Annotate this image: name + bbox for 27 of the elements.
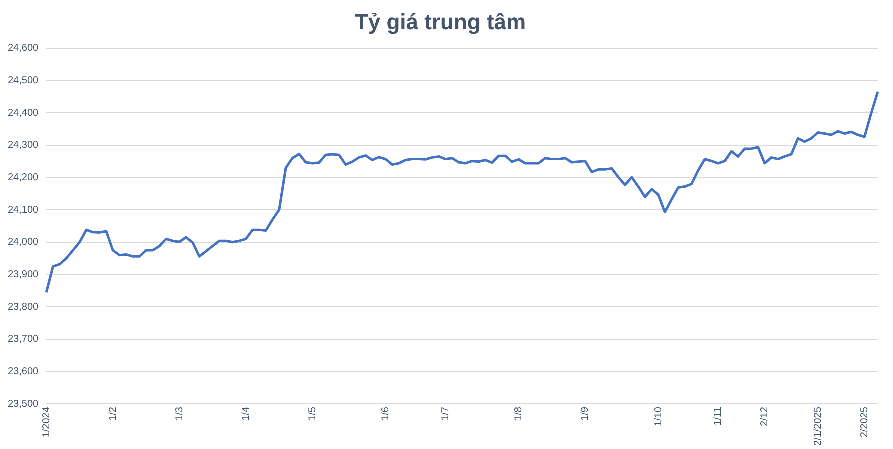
x-tick-label: 1/2024: [41, 406, 52, 438]
y-tick-label: 24,500: [8, 75, 40, 86]
x-tick-label: 1/5: [307, 406, 318, 421]
x-tick-label: 1/3: [174, 406, 186, 421]
x-tick-label: 1/7: [440, 406, 452, 421]
x-tick-label: 2/1/2025: [812, 406, 824, 446]
y-tick-label: 24,100: [8, 204, 40, 216]
y-tick-label: 23,700: [8, 334, 40, 346]
x-tick-label: 2/12: [760, 406, 771, 427]
y-tick-label: 23,600: [8, 366, 40, 378]
chart-title: Tỷ giá trung tâm: [354, 9, 526, 34]
y-tick-label: 24,000: [8, 237, 40, 248]
x-tick-label: 1/10: [653, 406, 664, 427]
x-tick-label: 1/9: [580, 406, 592, 421]
y-tick-label: 24,300: [8, 140, 40, 152]
x-tick-label: 1/6: [380, 406, 392, 421]
y-tick-label: 23,900: [8, 269, 40, 280]
y-tick-label: 23,800: [8, 302, 40, 313]
y-tick-label: 23,500: [8, 398, 40, 410]
x-tick-label: 1/2: [108, 406, 119, 421]
x-tick-label: 1/4: [240, 406, 252, 421]
x-tick-label: 1/8: [514, 406, 525, 421]
x-tick-label: 1/11: [713, 406, 724, 426]
x-tick-label: 2/2025: [859, 406, 870, 438]
y-tick-label: 24,200: [8, 172, 40, 184]
y-tick-label: 24,600: [8, 43, 40, 54]
y-tick-label: 24,400: [8, 108, 40, 119]
